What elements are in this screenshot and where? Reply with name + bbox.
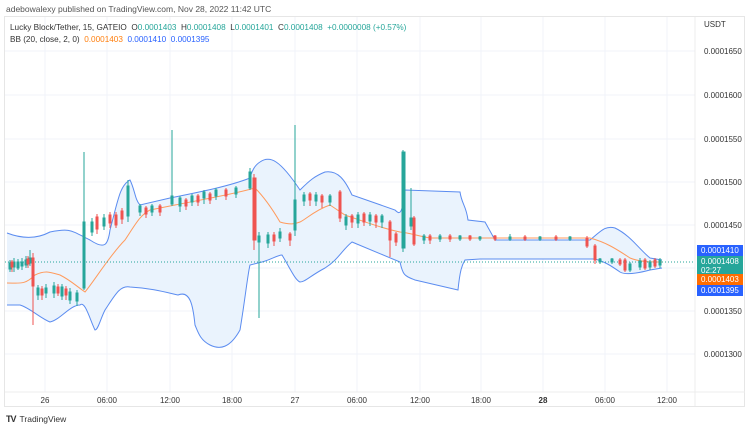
- close-value: 0.0001408: [283, 23, 323, 32]
- bb-lower-tag: 0.0001395: [697, 285, 743, 296]
- x-tick: 18:00: [222, 396, 243, 405]
- bb-row: BB (20, close, 2, 0) 0.0001403 0.0001410…: [10, 34, 406, 46]
- price-axis: USDT 0.0001650 0.0001600 0.0001550 0.000…: [704, 20, 742, 359]
- bb-label: BB (20, close, 2, 0): [10, 35, 80, 44]
- x-tick: 12:00: [657, 396, 678, 405]
- y-tick: 0.0001350: [704, 307, 742, 316]
- published-line: adebowalexy published on TradingView.com…: [6, 4, 272, 14]
- open-label: O: [131, 23, 138, 32]
- bb-band-fill: [7, 159, 662, 348]
- x-tick: 06:00: [97, 396, 118, 405]
- open-value: 0.0001403: [137, 23, 177, 32]
- high-value: 0.0001408: [186, 23, 226, 32]
- time-axis: 26 06:00 12:00 18:00 27 06:00 12:00 18:0…: [41, 396, 678, 405]
- bb-upper-value: 0.0001410: [127, 35, 167, 44]
- last-price-value: 0.0001408: [701, 257, 739, 266]
- last-price-tag: 0.0001408 02:27: [697, 256, 743, 275]
- bb-upper-tag: 0.0001410: [697, 245, 743, 256]
- bb-upper-line: [6, 158, 663, 261]
- high-label: H: [181, 23, 187, 32]
- y-tick: 0.0001450: [704, 221, 742, 230]
- tradingview-logo-icon: TV: [6, 414, 16, 424]
- brand-name: TradingView: [19, 414, 67, 424]
- candles: [8, 125, 662, 325]
- y-tick: 0.0001500: [704, 178, 742, 187]
- close-label: C: [278, 23, 284, 32]
- x-tick: 06:00: [595, 396, 616, 405]
- symbol-label: Lucky Block/Tether, 15, GATEIO: [10, 23, 127, 32]
- x-tick: 12:00: [410, 396, 431, 405]
- bb-lower-line: [7, 241, 663, 348]
- y-tick: 0.0001650: [704, 47, 742, 56]
- x-tick: 27: [291, 396, 300, 405]
- x-tick: 06:00: [347, 396, 368, 405]
- bb-basis-tag: 0.0001403: [697, 274, 743, 285]
- chart-frame: [4, 16, 745, 407]
- bar-countdown: 02:27: [701, 266, 722, 275]
- x-tick: 12:00: [160, 396, 181, 405]
- chart-legend: Lucky Block/Tether, 15, GATEIO O0.000140…: [10, 22, 406, 46]
- x-tick: 26: [41, 396, 50, 405]
- low-value: 0.0001401: [234, 23, 274, 32]
- change-value: +0.0000008 (+0.57%): [327, 23, 407, 32]
- y-tick: 0.0001550: [704, 135, 742, 144]
- bb-basis-value: 0.0001403: [84, 35, 123, 44]
- bb-lower-value: 0.0001395: [170, 35, 210, 44]
- low-label: L: [230, 23, 235, 32]
- ohlc-row: Lucky Block/Tether, 15, GATEIO O0.000140…: [10, 22, 406, 34]
- footer: TV TradingView: [6, 414, 66, 424]
- y-tick: 0.0001600: [704, 91, 742, 100]
- x-tick: 18:00: [471, 396, 492, 405]
- currency-label: USDT: [704, 20, 726, 29]
- y-tick: 0.0001300: [704, 350, 742, 359]
- x-tick: 28: [539, 396, 548, 405]
